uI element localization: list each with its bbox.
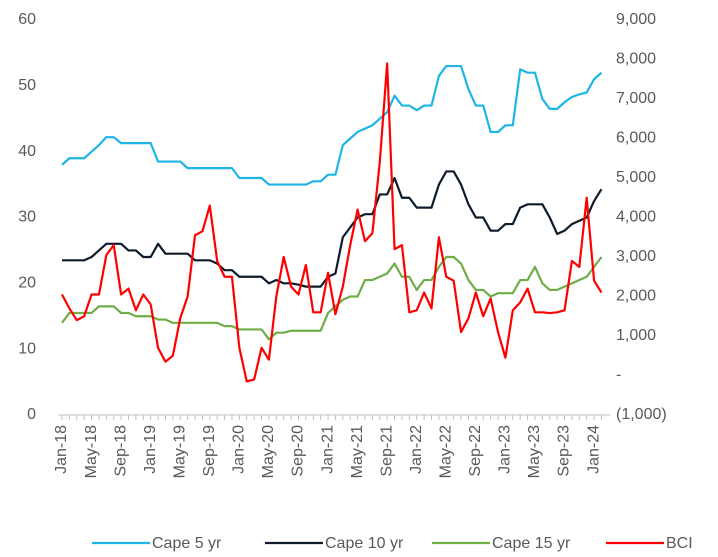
y-tick-label: 50 bbox=[18, 77, 36, 94]
x-tick-label: Sep-20 bbox=[290, 425, 307, 477]
y-tick-label: 40 bbox=[18, 143, 36, 160]
x-tick-label: Jan-22 bbox=[408, 425, 425, 474]
x-tick-label: Jan-23 bbox=[497, 425, 514, 474]
y2-tick-label: 2,000 bbox=[616, 288, 656, 305]
y2-tick-label: 3,000 bbox=[616, 248, 656, 265]
y-tick-label: 0 bbox=[27, 406, 36, 423]
x-tick-label: May-20 bbox=[260, 425, 277, 478]
x-tick-label: Sep-23 bbox=[556, 425, 573, 477]
x-tick-label: Jan-18 bbox=[53, 425, 70, 474]
x-tick-label: Jan-19 bbox=[142, 425, 159, 474]
legend-label: Cape 5 yr bbox=[152, 535, 222, 552]
x-tick-label: May-22 bbox=[437, 425, 454, 478]
y2-tick-label: - bbox=[616, 367, 621, 384]
x-tick-label: Jan-24 bbox=[585, 425, 602, 474]
y2-tick-label: 9,000 bbox=[616, 11, 656, 28]
y-tick-label: 30 bbox=[18, 209, 36, 226]
legend-label: Cape 10 yr bbox=[325, 535, 404, 552]
y-tick-label: 20 bbox=[18, 275, 36, 292]
legend-label: Cape 15 yr bbox=[492, 535, 571, 552]
series-line bbox=[61, 64, 603, 186]
legend-label: BCI bbox=[666, 535, 693, 552]
series-line bbox=[62, 170, 603, 288]
y2-tick-label: 7,000 bbox=[616, 90, 656, 107]
x-tick-label: May-21 bbox=[349, 425, 366, 478]
x-tick-label: Jan-20 bbox=[231, 425, 248, 474]
x-tick-label: May-23 bbox=[526, 425, 543, 478]
series-line bbox=[61, 62, 603, 383]
y2-tick-label: 8,000 bbox=[616, 51, 656, 68]
x-tick-label: May-18 bbox=[83, 425, 100, 478]
y2-tick-label: 1,000 bbox=[616, 327, 656, 344]
y-tick-label: 60 bbox=[18, 11, 36, 28]
y2-tick-label: 4,000 bbox=[616, 209, 656, 226]
y2-tick-label: 6,000 bbox=[616, 130, 656, 147]
x-tick-label: Sep-19 bbox=[201, 425, 218, 477]
x-tick-label: May-19 bbox=[171, 425, 188, 478]
x-tick-label: Sep-21 bbox=[378, 425, 395, 477]
x-tick-label: Sep-22 bbox=[467, 425, 484, 477]
y2-tick-label: (1,000) bbox=[616, 406, 667, 423]
y2-tick-label: 5,000 bbox=[616, 169, 656, 186]
y-tick-label: 10 bbox=[18, 340, 36, 357]
x-tick-label: Jan-21 bbox=[319, 425, 336, 474]
x-tick-label: Sep-18 bbox=[112, 425, 129, 477]
